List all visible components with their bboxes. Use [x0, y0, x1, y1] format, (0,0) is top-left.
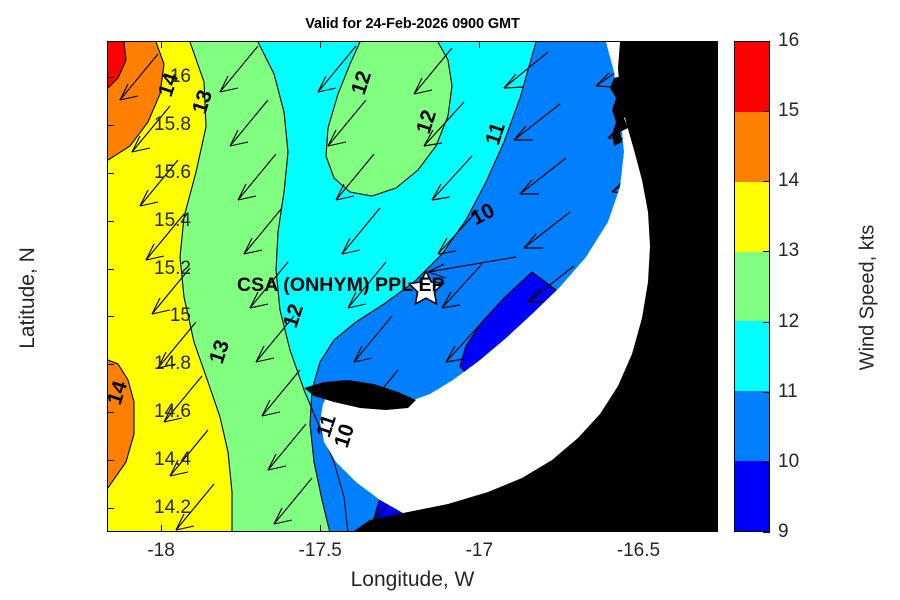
y-tick-mark	[107, 268, 114, 270]
y-tick-mark	[107, 76, 114, 78]
colorbar-band	[735, 391, 769, 462]
colorbar-tick-mark	[763, 251, 770, 253]
wind-field-map	[108, 42, 717, 531]
map-plot-area	[107, 41, 718, 532]
x-tick-mark	[161, 525, 163, 532]
y-tick-mark	[711, 412, 718, 414]
colorbar	[734, 41, 770, 532]
x-tick-label: -17.5	[298, 540, 342, 561]
x-tick-mark	[638, 41, 640, 48]
y-tick-mark	[711, 76, 718, 78]
y-tick-mark	[711, 316, 718, 318]
y-tick-mark	[711, 124, 718, 126]
colorbar-tick-label: 12	[778, 310, 800, 332]
colorbar-band	[735, 42, 769, 112]
y-tick-label: 14.4	[154, 449, 191, 471]
x-tick-mark	[161, 41, 163, 48]
y-tick-label: 14.8	[154, 353, 191, 375]
y-tick-mark	[107, 508, 114, 510]
colorbar-label: Wind Speed, kts	[856, 224, 879, 371]
x-tick-mark	[479, 525, 481, 532]
y-tick-mark	[107, 124, 114, 126]
y-tick-label: 15	[169, 305, 191, 327]
colorbar-tick-mark	[763, 532, 770, 533]
x-tick-mark	[320, 41, 322, 48]
colorbar-band	[735, 181, 769, 252]
colorbar-band	[735, 251, 769, 322]
x-tick-label: -17	[465, 540, 494, 561]
colorbar-tick-mark	[763, 461, 770, 463]
station-label: CSA (ONHYM) PPL EP	[237, 274, 445, 296]
y-tick-label: 14.6	[154, 401, 191, 423]
colorbar-tick-mark	[763, 111, 770, 113]
colorbar-tick-label: 13	[778, 240, 800, 262]
figure-title: Valid for 24-Feb-2026 0900 GMT	[305, 16, 520, 32]
x-axis-label: Longitude, W	[350, 568, 475, 591]
colorbar-tick-mark	[763, 181, 770, 183]
y-tick-mark	[711, 460, 718, 462]
x-tick-mark	[638, 525, 640, 532]
colorbar-band	[735, 321, 769, 392]
colorbar-tick-label: 16	[778, 30, 800, 51]
colorbar-band	[735, 461, 769, 532]
y-tick-mark	[711, 364, 718, 366]
y-tick-mark	[711, 172, 718, 174]
x-tick-label: -16.5	[616, 540, 661, 561]
x-tick-mark	[479, 41, 481, 48]
y-tick-mark	[107, 316, 114, 318]
y-tick-label: 15.4	[154, 209, 191, 231]
x-tick-mark	[320, 525, 322, 532]
colorbar-tick-mark	[763, 321, 770, 323]
colorbar-tick-mark	[763, 391, 770, 393]
colorbar-tick-label: 9	[778, 521, 789, 542]
y-tick-label: 15.2	[154, 257, 191, 279]
y-tick-label: 14.2	[154, 497, 191, 519]
y-tick-label: 15.6	[154, 161, 191, 183]
colorbar-tick-label: 14	[778, 170, 800, 192]
colorbar-tick-label: 11	[778, 380, 798, 402]
colorbar-tick-label: 10	[778, 450, 800, 472]
y-tick-mark	[107, 364, 114, 366]
y-tick-mark	[107, 460, 114, 462]
y-tick-mark	[107, 220, 114, 222]
y-tick-label: 16	[169, 65, 191, 87]
x-tick-label: -18	[147, 540, 175, 561]
colorbar-tick-label: 15	[778, 100, 800, 122]
y-tick-mark	[711, 268, 718, 270]
y-tick-label: 15.8	[154, 113, 191, 135]
y-tick-mark	[107, 172, 114, 174]
station-marker-star	[407, 269, 445, 306]
y-tick-mark	[711, 508, 718, 510]
y-tick-mark	[107, 412, 114, 414]
colorbar-band	[735, 111, 769, 182]
y-tick-mark	[711, 220, 718, 222]
y-axis-label: Latitude, N	[16, 247, 39, 349]
